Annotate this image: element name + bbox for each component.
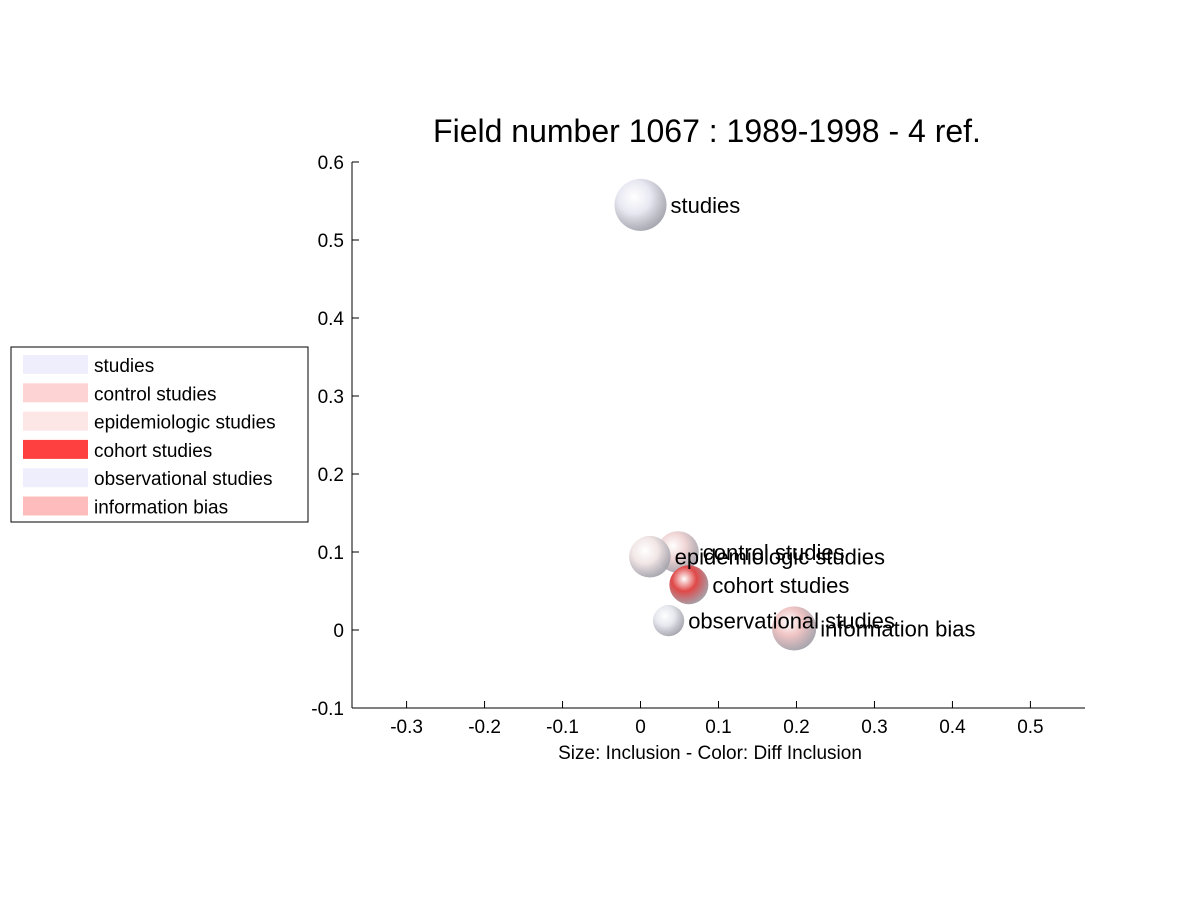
point-label: information bias	[820, 616, 975, 641]
legend-swatch	[23, 355, 88, 374]
x-tick-label: 0.5	[1017, 717, 1043, 738]
y-tick-label: -0.1	[311, 699, 344, 720]
y-tick-label: 0.6	[318, 153, 344, 174]
y-tick-label: 0	[333, 621, 344, 642]
legend-swatch	[23, 496, 88, 516]
legend-swatch	[23, 383, 88, 403]
y-tick-label: 0.2	[318, 465, 344, 486]
y-tick-label: 0.4	[318, 309, 345, 330]
legend-swatch	[23, 411, 88, 431]
legend-entry-label: observational studies	[94, 469, 273, 490]
y-tick-label: 0.1	[318, 543, 344, 564]
point-label: studies	[671, 193, 741, 218]
legend-swatch	[23, 439, 88, 459]
legend-entry-label: epidemiologic studies	[94, 413, 276, 434]
legend-box	[10, 346, 309, 523]
x-tick-label: -0.2	[468, 717, 501, 738]
x-tick-label: 0	[635, 717, 646, 738]
x-axis-label: Size: Inclusion - Color: Diff Inclusion	[558, 743, 862, 764]
x-tick-label: -0.3	[390, 717, 423, 738]
x-tick-label: -0.1	[546, 717, 579, 738]
legend-entry-label: cohort studies	[94, 441, 212, 462]
scatter-point	[614, 178, 667, 231]
y-axis-ticks: -0.1 0 0.1 0.2 0.3 0.4 0.5 0.6	[311, 153, 359, 720]
scatter-point	[669, 565, 709, 605]
legend-swatch	[23, 468, 88, 488]
x-tick-label: 0.2	[783, 717, 809, 738]
chart-title: Field number 1067 : 1989-1998 - 4 ref.	[433, 113, 981, 149]
legend-entry-label: control studies	[94, 384, 217, 405]
point-label: observational studies	[688, 609, 895, 634]
y-tick-label: 0.3	[318, 387, 344, 408]
point-label: control studies	[703, 540, 845, 565]
scatter-point	[629, 535, 671, 578]
x-tick-label: 0.4	[939, 717, 966, 738]
y-tick-label: 0.5	[318, 231, 344, 252]
scatter-points	[614, 178, 817, 651]
legend-entry-label: studies	[94, 356, 154, 377]
scatter-point	[772, 606, 817, 651]
legend: studies control studies epidemiologic stud…	[10, 346, 309, 523]
x-tick-label: 0.1	[705, 717, 731, 738]
point-label: epidemiologic studies	[675, 545, 885, 570]
legend-entry-label: information bias	[94, 498, 228, 519]
x-axis-ticks: -0.3 -0.2 -0.1 0 0.1 0.2 0.3 0.4 0.5	[390, 701, 1044, 738]
point-label: cohort studies	[712, 573, 849, 598]
scatter-point	[652, 605, 685, 637]
x-tick-label: 0.3	[861, 717, 887, 738]
